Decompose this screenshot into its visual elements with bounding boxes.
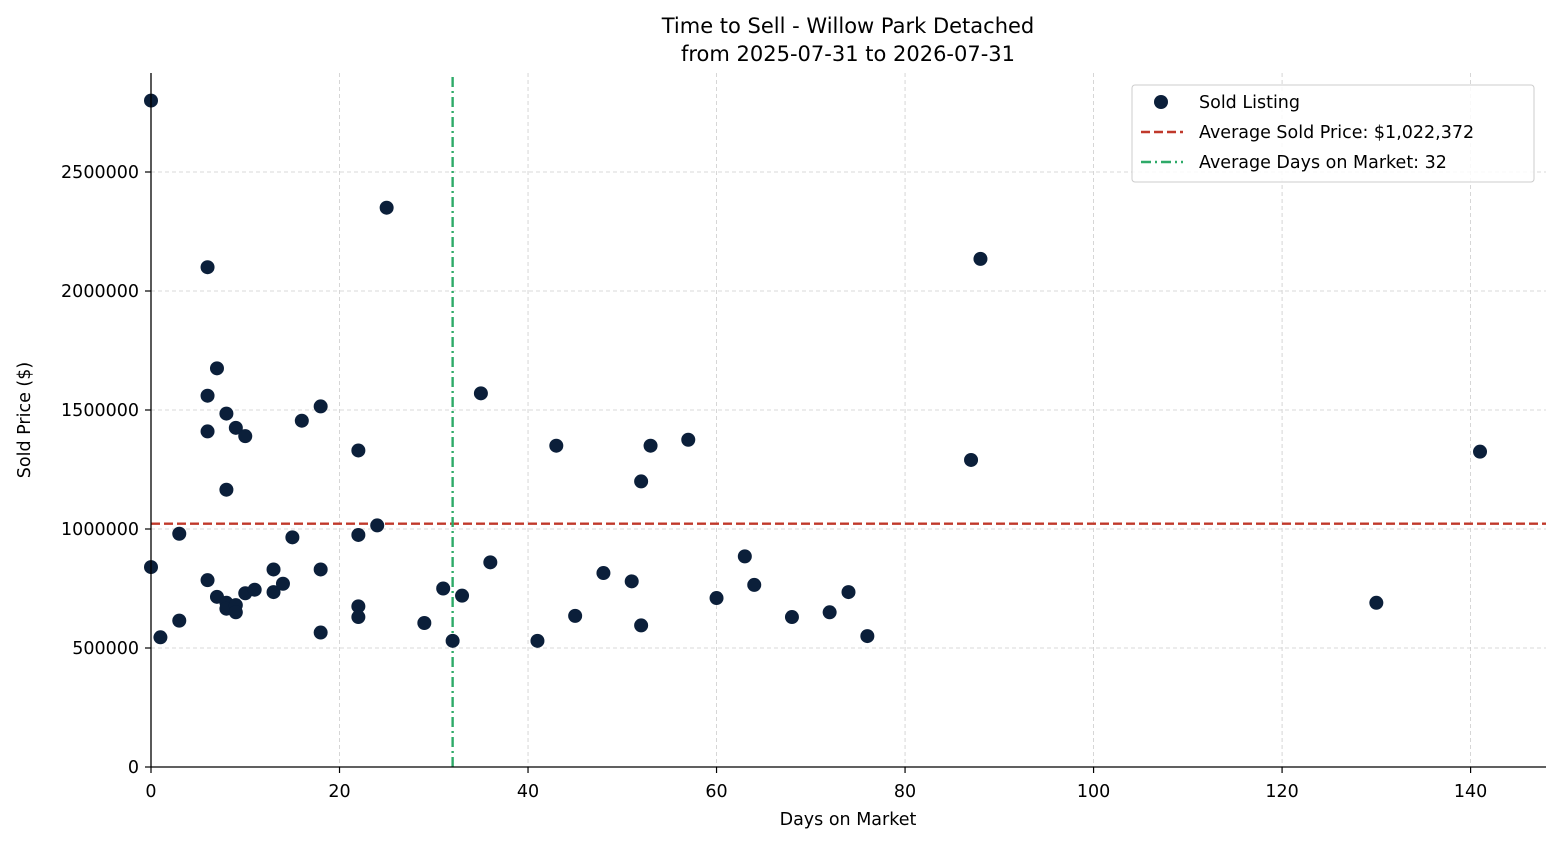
legend: Sold Listing Average Sold Price: $1,022,… [1131, 84, 1535, 183]
sold-listing-point [784, 610, 799, 625]
sold-listing-point [247, 582, 262, 597]
chart-title-line-1: Time to Sell - Willow Park Detached [661, 14, 1035, 38]
x-axis-label: Days on Market [780, 810, 917, 830]
sold-listing-point [285, 530, 300, 545]
sold-listing-point [747, 577, 762, 592]
sold-listing-point [530, 633, 545, 648]
sold-listing-point [266, 562, 281, 577]
legend-label-sold-listing: Sold Listing [1199, 93, 1300, 113]
legend-label-avg-days: Average Days on Market: 32 [1199, 153, 1447, 173]
sold-listing-point [351, 610, 366, 625]
sold-listing-point [445, 633, 460, 648]
y-tick-label: 1500000 [61, 401, 139, 421]
sold-listing-point [483, 555, 498, 570]
sold-listing-point [737, 549, 752, 564]
sold-listing-point [860, 629, 875, 644]
sold-listing-point [275, 576, 290, 591]
sold-listing-point [964, 452, 979, 467]
sold-listing-point [973, 251, 988, 266]
sold-listing-point [568, 608, 583, 623]
sold-listing-point [596, 566, 611, 581]
chart-title-line-2: from 2025-07-31 to 2026-07-31 [681, 42, 1015, 66]
sold-listing-point [1369, 595, 1384, 610]
sold-listing-point [681, 432, 696, 447]
sold-listing-point [313, 625, 328, 640]
sold-listing-point [473, 386, 488, 401]
sold-listing-point [200, 573, 215, 588]
sold-listing-point [436, 581, 451, 596]
y-axis-label: Sold Price ($) [15, 362, 35, 478]
x-tick-label: 60 [705, 782, 727, 802]
legend-label-avg-price: Average Sold Price: $1,022,372 [1199, 123, 1474, 143]
sold-listing-point [238, 429, 253, 444]
x-tick-label: 40 [517, 782, 539, 802]
sold-listing-point [219, 482, 234, 497]
sold-listing-point [266, 585, 281, 600]
x-tick-label: 140 [1454, 782, 1487, 802]
sold-listing-point [351, 443, 366, 458]
sold-listing-point [709, 591, 724, 606]
sold-listing-point [643, 438, 658, 453]
sold-listing-point [219, 406, 234, 421]
sold-listing-point [370, 518, 385, 533]
sold-listing-point [200, 388, 215, 403]
sold-listing-point [313, 399, 328, 414]
y-tick-label: 2000000 [61, 282, 139, 302]
sold-listing-point [351, 527, 366, 542]
sold-listing-point [294, 413, 309, 428]
y-tick-label: 1000000 [61, 520, 139, 540]
sold-listing-point [455, 588, 470, 603]
sold-listing-point [209, 361, 224, 376]
sold-listing-point [822, 605, 837, 620]
y-ticks: 0 500000 1000000 1500000 2000000 2500000 [61, 163, 151, 778]
y-tick-label: 500000 [72, 639, 139, 659]
sold-listing-point [172, 613, 187, 628]
sold-listing-point [313, 562, 328, 577]
x-ticks: 0 20 40 60 80 100 120 140 [145, 767, 1487, 802]
sold-listing-point [351, 599, 366, 614]
sold-listing-point [841, 585, 856, 600]
y-tick-label: 0 [128, 758, 139, 778]
sold-listing-point [634, 618, 649, 633]
sold-listing-point [379, 200, 394, 215]
y-tick-label: 2500000 [61, 163, 139, 183]
sold-listing-point [417, 616, 432, 631]
x-tick-label: 100 [1077, 782, 1110, 802]
sold-listing-point [228, 420, 243, 435]
legend-marker-sold-listing [1154, 95, 1168, 109]
sold-listing-point [624, 574, 639, 589]
sold-listing-point [200, 424, 215, 439]
legend-frame [1131, 84, 1535, 183]
x-tick-label: 20 [328, 782, 350, 802]
sold-listing-point [1473, 444, 1488, 459]
sold-listing-point [228, 605, 243, 620]
sold-listing-point [634, 474, 649, 489]
x-tick-label: 80 [894, 782, 916, 802]
reference-lines [151, 77, 1546, 767]
x-tick-label: 120 [1265, 782, 1298, 802]
sold-listing-point [153, 630, 168, 645]
sold-listing-point [172, 526, 187, 541]
sold-listing-point [549, 438, 564, 453]
sold-listing-point [200, 260, 215, 275]
x-tick-label: 0 [145, 782, 156, 802]
